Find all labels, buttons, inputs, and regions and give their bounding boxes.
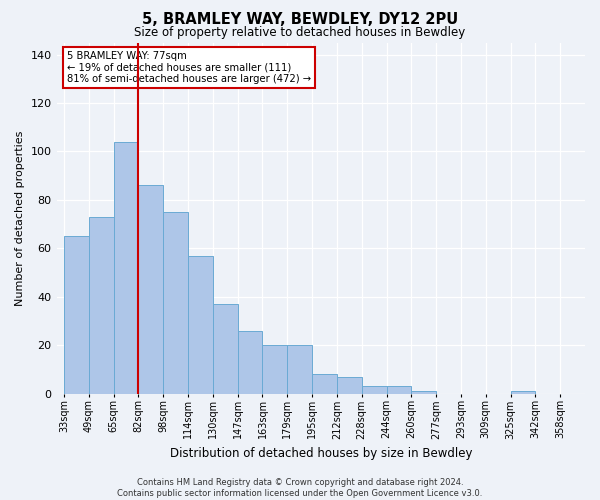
Text: 5, BRAMLEY WAY, BEWDLEY, DY12 2PU: 5, BRAMLEY WAY, BEWDLEY, DY12 2PU [142, 12, 458, 28]
Text: 5 BRAMLEY WAY: 77sqm
← 19% of detached houses are smaller (111)
81% of semi-deta: 5 BRAMLEY WAY: 77sqm ← 19% of detached h… [67, 52, 311, 84]
Bar [287, 345, 312, 394]
Bar [386, 386, 412, 394]
Bar [139, 186, 163, 394]
X-axis label: Distribution of detached houses by size in Bewdley: Distribution of detached houses by size … [170, 447, 472, 460]
Bar [262, 345, 287, 394]
Bar [362, 386, 386, 394]
Bar [163, 212, 188, 394]
Bar [312, 374, 337, 394]
Bar [337, 376, 362, 394]
Bar [188, 256, 213, 394]
Y-axis label: Number of detached properties: Number of detached properties [15, 130, 25, 306]
Bar [89, 217, 113, 394]
Text: Contains HM Land Registry data © Crown copyright and database right 2024.
Contai: Contains HM Land Registry data © Crown c… [118, 478, 482, 498]
Bar [64, 236, 89, 394]
Bar [213, 304, 238, 394]
Text: Size of property relative to detached houses in Bewdley: Size of property relative to detached ho… [134, 26, 466, 39]
Bar [113, 142, 139, 394]
Bar [511, 391, 535, 394]
Bar [412, 391, 436, 394]
Bar [238, 330, 262, 394]
